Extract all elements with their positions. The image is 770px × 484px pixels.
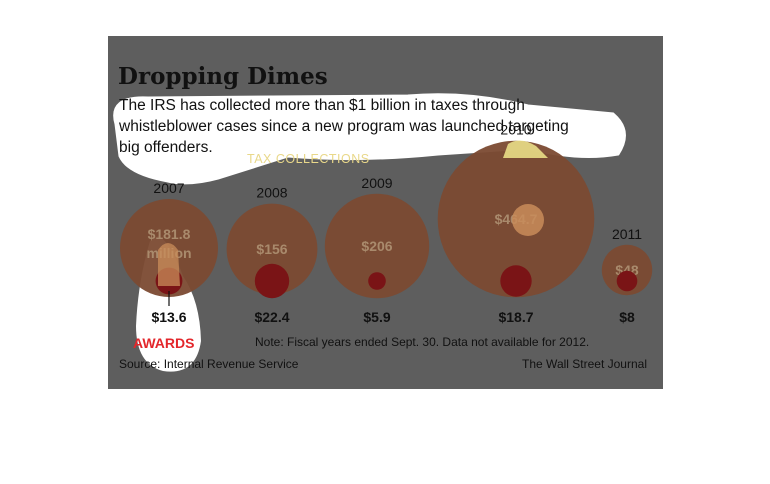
highlight-spot-2007 bbox=[158, 243, 180, 286]
collection-value-2009: $206 bbox=[361, 238, 392, 254]
award-bubble-2008 bbox=[254, 263, 290, 299]
highlight-spot-2010-top bbox=[503, 140, 548, 158]
award-value-2008: $22.4 bbox=[254, 309, 289, 325]
collection-bubble-2011 bbox=[601, 244, 653, 296]
award-value-2010: $18.7 bbox=[498, 309, 533, 325]
subtitle-line-1: The IRS has collected more than $1 billi… bbox=[119, 97, 525, 114]
subtitle-line-3: big offenders. bbox=[119, 139, 213, 156]
award-bubble-2009 bbox=[368, 272, 386, 290]
award-value-2011: $8 bbox=[619, 309, 635, 325]
chart-title: Dropping Dimes bbox=[118, 63, 328, 90]
year-label-2008: 2008 bbox=[256, 185, 287, 201]
chart-note: Note: Fiscal years ended Sept. 30. Data … bbox=[255, 335, 589, 349]
chart-panel: Dropping Dimes The IRS has collected mor… bbox=[108, 36, 663, 389]
highlight-spot-2010 bbox=[512, 204, 544, 236]
award-bubble-2011 bbox=[616, 270, 638, 292]
bubble-chart: Dropping Dimes The IRS has collected mor… bbox=[113, 63, 653, 372]
awards-label: AWARDS bbox=[133, 335, 194, 351]
award-bubble-2010 bbox=[500, 265, 532, 297]
award-value-2007: $13.6 bbox=[151, 309, 186, 325]
year-label-2010: 2010 bbox=[500, 122, 531, 138]
bubbles-layer: 2007$181.8million$13.62008$156$22.42009$… bbox=[120, 122, 653, 325]
collection-bubble-2009 bbox=[324, 193, 430, 299]
year-label-2009: 2009 bbox=[361, 175, 392, 191]
collection-value-2008: $156 bbox=[256, 241, 287, 257]
tax-collections-label: TAX COLLECTIONS bbox=[247, 152, 370, 166]
year-label-2007: 2007 bbox=[153, 180, 184, 196]
collection-value-2007: $181.8 bbox=[148, 226, 191, 242]
chart-source: Source: Internal Revenue Service bbox=[119, 357, 299, 371]
year-label-2011: 2011 bbox=[612, 226, 642, 242]
award-value-2009: $5.9 bbox=[363, 309, 390, 325]
subtitle-line-2: whistleblower cases since a new program … bbox=[118, 118, 569, 135]
collection-bubble-2008 bbox=[226, 203, 318, 295]
chart-credit: The Wall Street Journal bbox=[522, 357, 647, 371]
highlight-scribble-header bbox=[113, 93, 626, 185]
